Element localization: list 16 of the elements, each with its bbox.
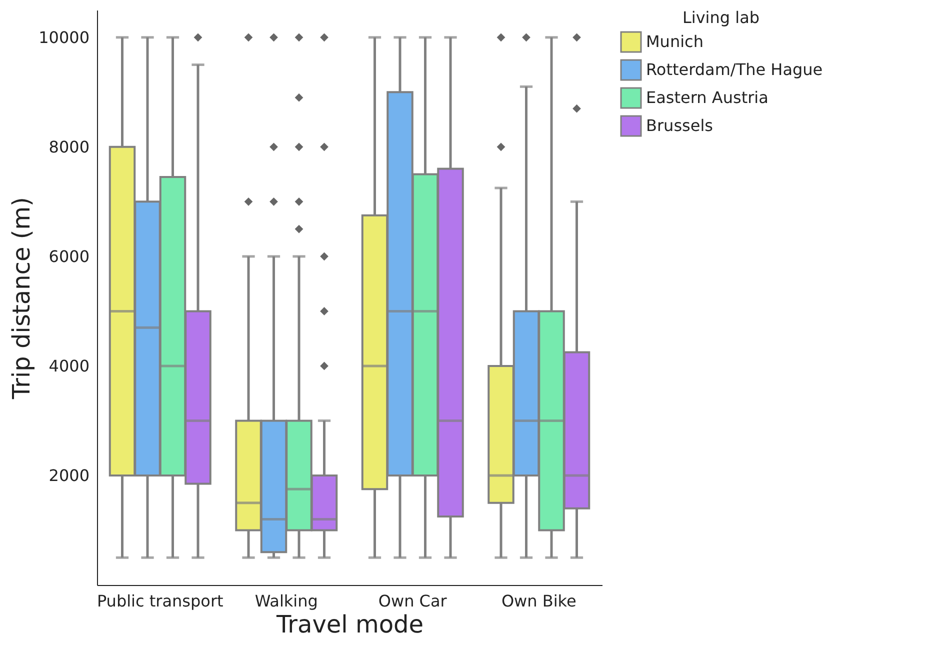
legend-label: Rotterdam/The Hague <box>646 60 823 79</box>
x-tick-label: Walking <box>254 592 318 610</box>
legend-label: Eastern Austria <box>646 88 768 107</box>
y-tick-label: 6000 <box>48 246 90 266</box>
legend-title: Living lab <box>682 8 760 27</box>
y-axis-title: Trip distance (m) <box>8 197 36 400</box>
x-tick-label: Own Bike <box>501 592 576 610</box>
legend-label: Brussels <box>646 116 713 135</box>
y-tick-label: 2000 <box>48 466 90 485</box>
y-tick-label: 4000 <box>48 356 90 376</box>
x-tick-label: Public transport <box>96 592 224 610</box>
y-tick-label: 10000 <box>38 28 90 47</box>
legend-label: Munich <box>646 32 704 51</box>
x-tick-label: Own Car <box>378 592 448 610</box>
x-axis-title: Travel mode <box>275 610 424 638</box>
y-tick-label: 8000 <box>48 137 90 156</box>
